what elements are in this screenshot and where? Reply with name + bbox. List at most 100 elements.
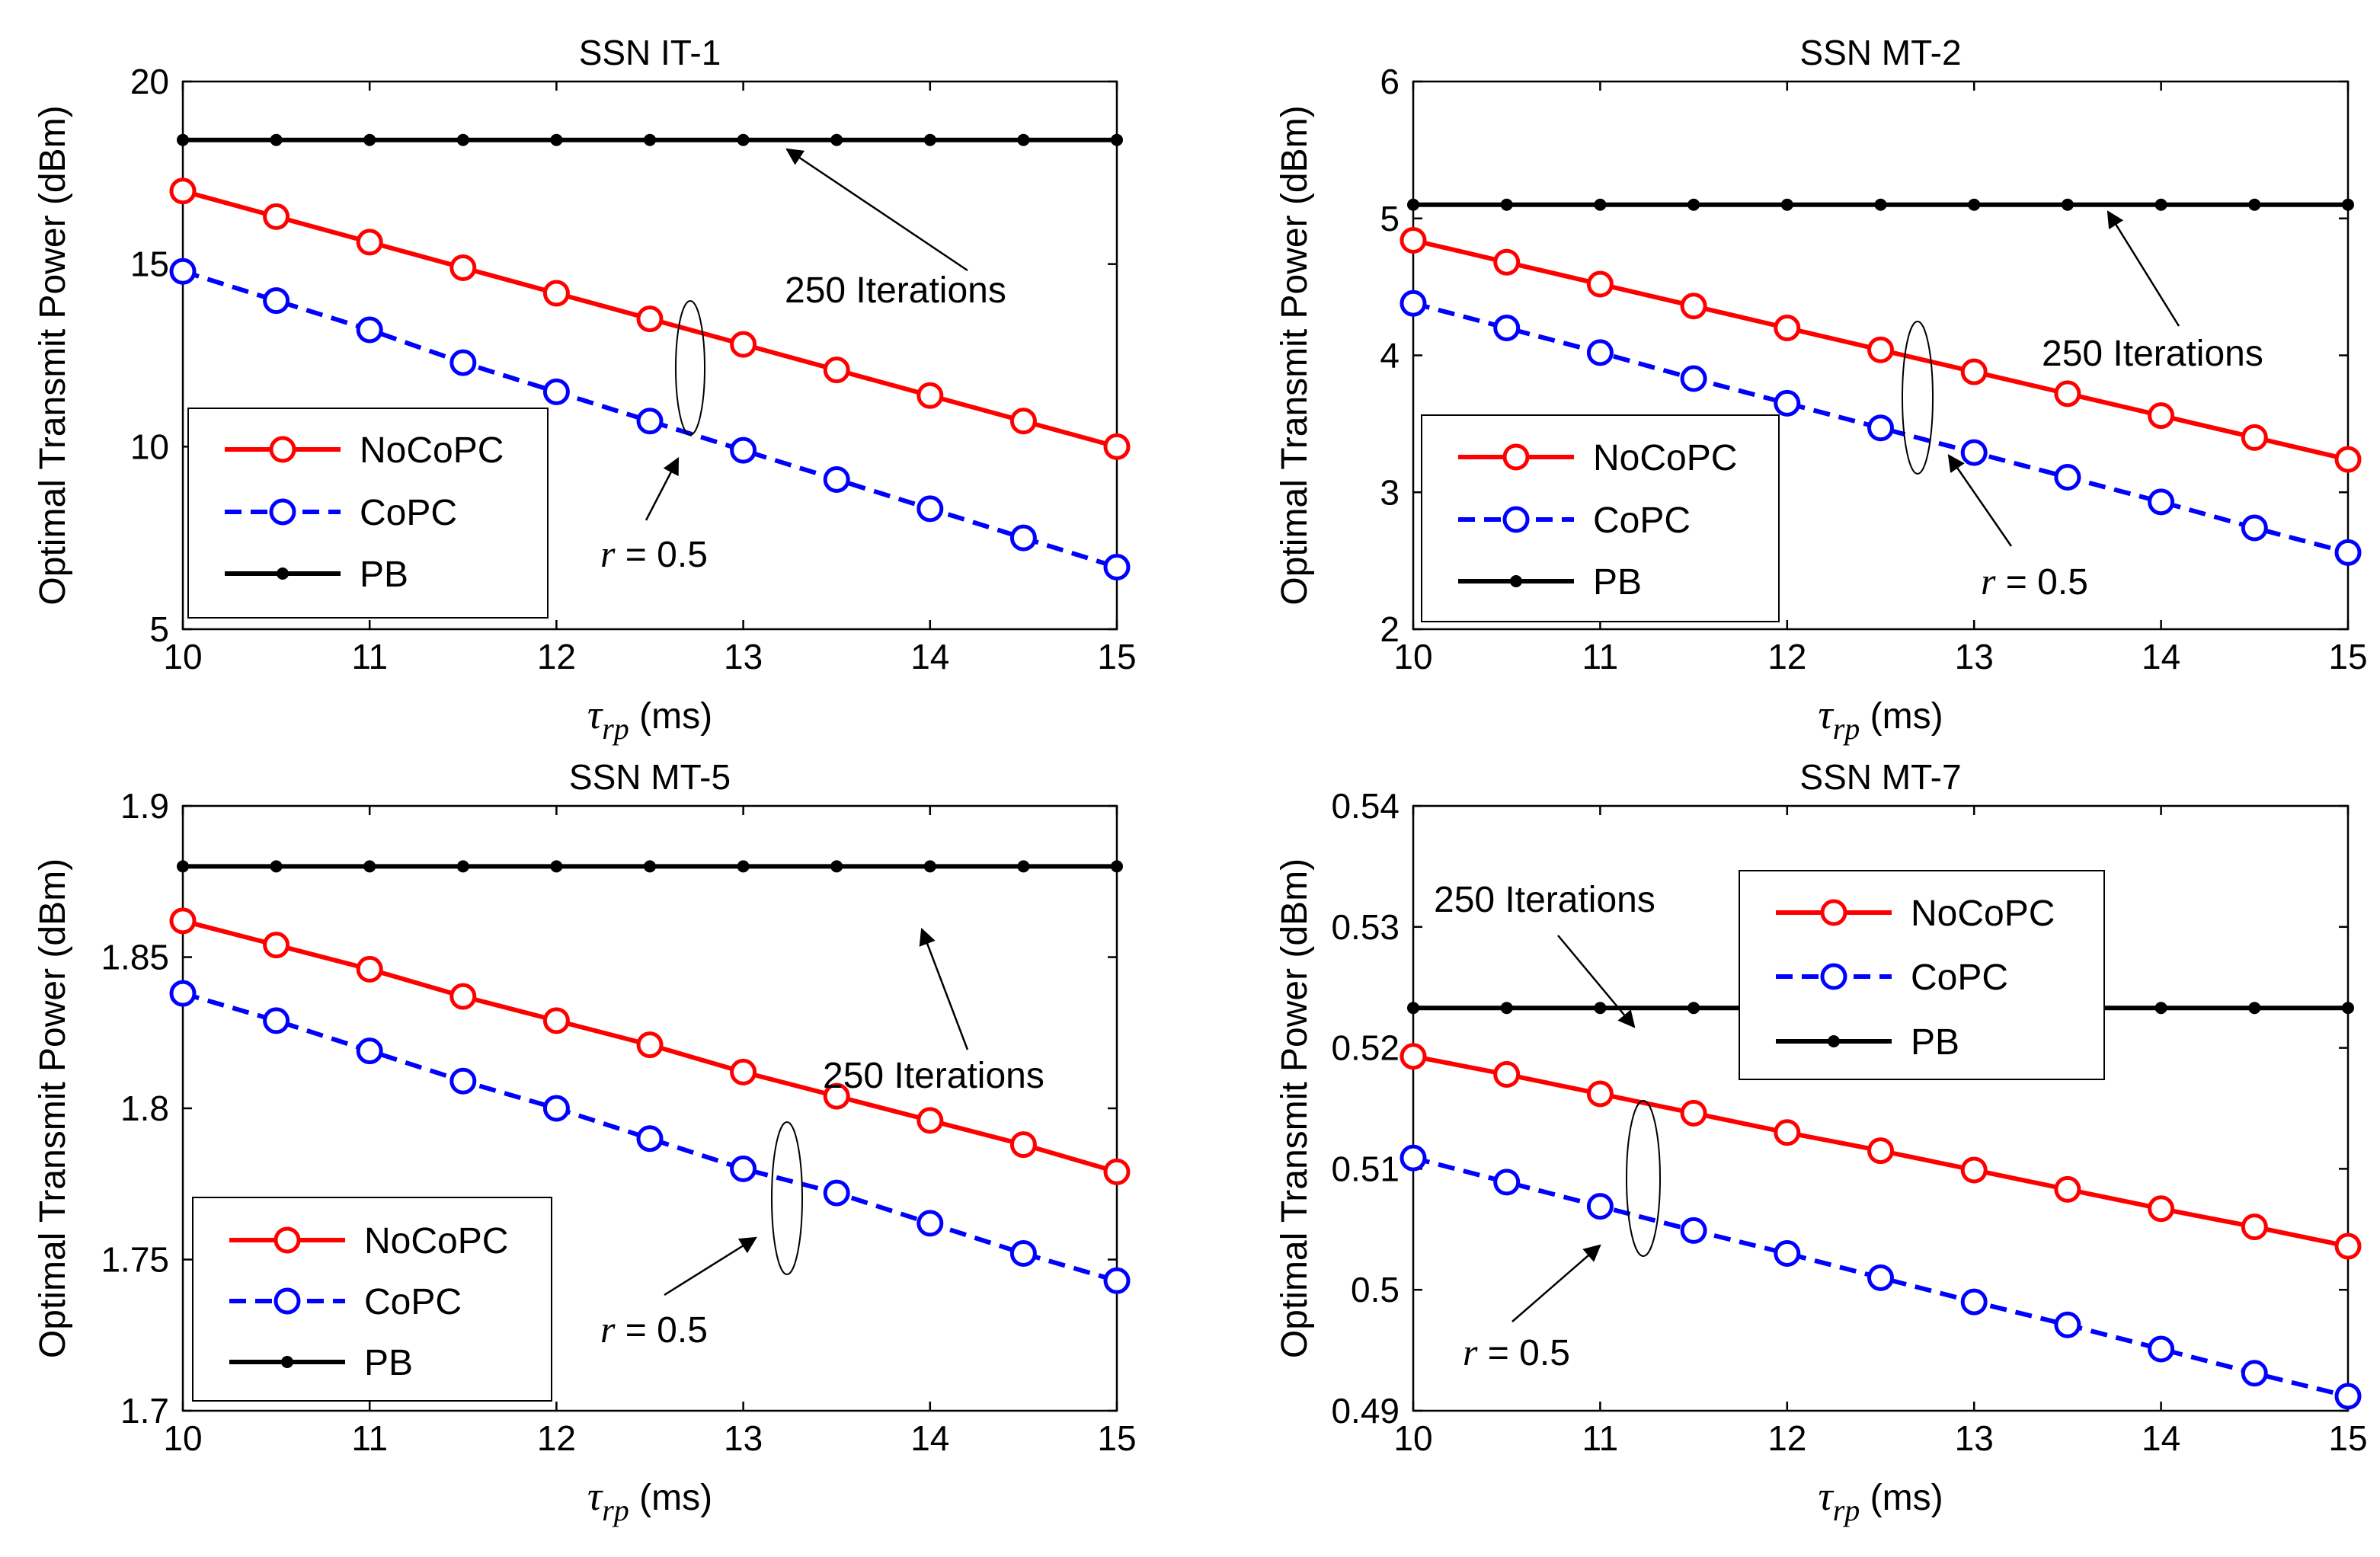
ratio-annotation: r = 0.5 (600, 532, 708, 575)
data-point-nocopc (916, 382, 944, 409)
legend-marker-pb (277, 567, 289, 580)
ratio-symbol: r (1981, 560, 1996, 603)
data-point-copc (1586, 339, 1614, 366)
data-point-copc (449, 1067, 477, 1095)
x-axis-unit: (ms) (629, 696, 712, 737)
x-tick-label: 14 (2142, 1418, 2180, 1458)
x-tick-label: 10 (163, 637, 202, 676)
series-pb (1407, 198, 2354, 211)
x-axis-unit: (ms) (629, 1478, 712, 1518)
data-point-nocopc (1103, 433, 1131, 460)
legend-label-nocopc: NoCoPC (1593, 438, 1737, 478)
ratio-arrow (1947, 454, 2013, 547)
legend-box (187, 408, 549, 619)
x-axis-symbol: τ (1818, 692, 1834, 737)
legend-box (1421, 414, 1780, 622)
data-point-pb (1500, 198, 1513, 211)
data-point-pb (1874, 198, 1887, 211)
ratio-value: = 0.5 (615, 1310, 707, 1351)
data-point-pb (2061, 198, 2074, 211)
legend-label-pb: PB (360, 555, 408, 595)
x-axis-subscript: rp (1833, 1493, 1860, 1527)
legend-label-nocopc: NoCoPC (1911, 894, 2055, 934)
x-axis-unit: (ms) (1860, 1478, 1943, 1518)
data-point-nocopc (1400, 227, 1427, 254)
data-point-nocopc (1680, 293, 1707, 320)
data-point-nocopc (263, 203, 290, 230)
data-point-pb (270, 133, 283, 146)
data-point-copc (1103, 1267, 1131, 1294)
legend-label-pb: PB (364, 1343, 413, 1383)
ratio-value: = 0.5 (1995, 562, 2087, 603)
data-point-copc (2241, 514, 2268, 542)
legend-label-pb: PB (1911, 1022, 1959, 1063)
data-point-copc (1680, 1217, 1707, 1244)
data-point-nocopc (2241, 424, 2268, 451)
data-point-copc (1867, 1264, 1894, 1291)
data-point-nocopc (356, 955, 383, 983)
y-tick-label: 1.75 (101, 1240, 169, 1280)
iterations-arrow (785, 148, 968, 272)
data-point-copc (1960, 439, 1988, 466)
legend-label-copc: CoPC (360, 493, 457, 533)
data-point-pb (1687, 1002, 1700, 1015)
legend-label-copc: CoPC (1911, 958, 2008, 998)
y-tick-label: 1.8 (120, 1089, 169, 1128)
x-axis-symbol: τ (587, 1473, 603, 1519)
x-tick-label: 14 (910, 637, 949, 676)
data-point-pb (923, 133, 936, 146)
x-tick-label: 12 (1767, 637, 1806, 676)
x-axis-subscript: rp (602, 711, 629, 746)
series-copc (169, 980, 1131, 1294)
x-tick-label: 10 (1393, 1418, 1432, 1458)
subplot-3: 10 11 12 13 14 15 1.7 1.75 1.8 1.85 1.9 SSN MT-5 τrp… (33, 757, 1137, 1527)
legend-label-nocopc: NoCoPC (360, 430, 504, 471)
x-tick-label: 11 (351, 1418, 388, 1458)
series-copc (1400, 289, 2362, 566)
data-point-copc (1867, 414, 1894, 442)
data-point-pb (1594, 198, 1607, 211)
subplot-2: 10 11 12 13 14 15 2 3 4 5 6 SSN MT-2 τrp (ms) Optimal… (1275, 33, 2368, 746)
y-tick-label: 3 (1380, 472, 1400, 512)
series-nocopc (169, 907, 1131, 1185)
data-point-nocopc (823, 1082, 850, 1110)
data-point-pb (1780, 198, 1793, 211)
data-point-copc (356, 1037, 383, 1065)
y-tick-label: 1.7 (120, 1391, 169, 1431)
data-point-pb (550, 133, 563, 146)
x-tick-label: 11 (351, 637, 388, 676)
curve-group-ellipse (675, 300, 705, 436)
data-point-pb (2154, 198, 2167, 211)
ratio-annotation: r = 0.5 (1981, 560, 2088, 603)
data-point-nocopc (1009, 1131, 1037, 1159)
data-point-nocopc (2334, 1232, 2362, 1260)
x-axis-symbol: τ (587, 692, 603, 737)
data-point-nocopc (730, 1058, 757, 1085)
chart-title: SSN MT-5 (569, 757, 731, 797)
data-point-nocopc (2148, 1195, 2175, 1223)
x-tick-label: 13 (1955, 1418, 1994, 1458)
legend-marker-nocopc (269, 436, 296, 463)
data-point-pb (2154, 1002, 2167, 1015)
data-point-nocopc (636, 1031, 664, 1059)
data-point-pb (830, 860, 843, 873)
x-axis-label: τrp (ms) (587, 1473, 712, 1527)
data-point-copc (1493, 315, 1521, 342)
data-point-nocopc (1493, 1061, 1521, 1089)
data-point-nocopc (1960, 358, 1988, 385)
data-point-nocopc (449, 983, 477, 1010)
legend-marker-copc (269, 498, 296, 526)
data-point-copc (1103, 554, 1131, 581)
legend-marker-copc (1820, 963, 1847, 990)
y-axis-label: Optimal Transmit Power (dBm) (33, 105, 73, 605)
data-point-pb (1017, 133, 1030, 146)
data-point-pb (1968, 198, 1981, 211)
data-point-copc (1960, 1288, 1988, 1316)
data-point-pb (1111, 860, 1123, 873)
data-point-pb (2248, 1002, 2261, 1015)
data-point-nocopc (1680, 1099, 1707, 1127)
y-tick-label: 0.53 (1331, 907, 1400, 947)
x-tick-label: 12 (537, 637, 576, 676)
y-tick-label: 5 (149, 609, 169, 649)
data-point-copc (916, 495, 944, 523)
